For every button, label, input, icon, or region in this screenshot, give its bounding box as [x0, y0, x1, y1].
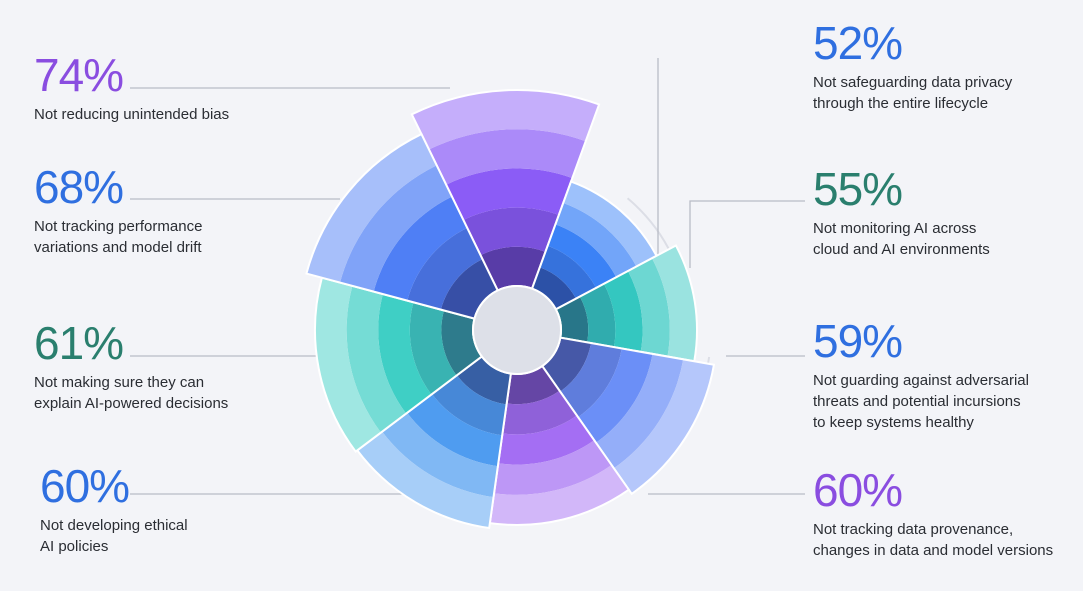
wedge-band	[306, 134, 437, 283]
wedge-band	[498, 415, 595, 465]
wedge-band	[446, 168, 573, 220]
wedge-band	[463, 207, 559, 256]
wedge-band	[411, 89, 600, 150]
wedge-bias	[410, 89, 601, 292]
wedge-band	[579, 283, 616, 348]
stat-ethics: 60% Not developing ethical AI policies	[40, 463, 188, 557]
wedge-band	[542, 337, 592, 392]
stat-percentage: 60%	[40, 460, 130, 512]
wedge-band	[502, 390, 577, 435]
stat-description: Not making sure they can explain AI-powe…	[34, 374, 229, 412]
wedge-privacy	[530, 180, 658, 311]
stat-percentage: 55%	[813, 163, 903, 215]
wedge-band	[480, 246, 546, 291]
stat-description: Not monitoring AI across cloud and AI en…	[813, 220, 990, 258]
stat-percentage: 74%	[34, 49, 124, 101]
stat-percentage: 60%	[813, 464, 903, 516]
wedge-band	[595, 353, 684, 469]
stat-description: Not reducing unintended bias	[34, 106, 230, 123]
wedge-band	[378, 294, 432, 414]
chart-center-hub	[472, 285, 562, 375]
wedge-band	[578, 348, 653, 443]
stat-provenance: 60% Not tracking data provenance, changes…	[813, 467, 1053, 561]
wedge-band	[560, 343, 622, 418]
wedge-band	[432, 375, 507, 436]
stat-description: Not tracking performance variations and …	[34, 218, 203, 256]
stat-explain: 61% Not making sure they can explain AI-p…	[34, 320, 228, 414]
stat-privacy: 52% Not safeguarding data privacy through…	[813, 20, 1012, 114]
wedge-band	[382, 412, 498, 498]
wedge-band	[627, 258, 670, 357]
wedge-provenance	[488, 364, 631, 526]
wedge-band	[340, 165, 452, 292]
wedge-band	[489, 465, 629, 525]
wedge-band	[428, 129, 586, 185]
wedge-band	[651, 245, 698, 362]
stat-monitoring: 55% Not monitoring AI across cloud and AI…	[813, 166, 990, 260]
stat-percentage: 59%	[813, 315, 903, 367]
stat-description: Not tracking data provenance, changes in…	[813, 521, 1054, 559]
wedge-band	[539, 245, 597, 299]
stat-description: Not guarding against adversarial threats…	[813, 372, 1029, 431]
wedge-band	[506, 366, 560, 405]
stat-percentage: 52%	[813, 17, 903, 69]
wedge-explain	[314, 276, 484, 453]
stat-percentage: 61%	[34, 317, 124, 369]
wedge-band	[440, 259, 498, 319]
wedge-band	[456, 356, 511, 405]
wedge-drift	[305, 132, 500, 320]
wedge-band	[346, 285, 407, 433]
connector-monitoring	[689, 200, 805, 268]
stat-adversarial: 59% Not guarding against adversarial thre…	[813, 318, 1029, 433]
wedge-band	[407, 394, 503, 467]
wedge-ethics	[355, 355, 513, 530]
stat-description: Not safeguarding data privacy through th…	[813, 74, 1013, 112]
connector-lines	[130, 58, 805, 495]
wedge-band	[441, 310, 482, 376]
wedge-band	[555, 202, 637, 278]
stat-percentage: 68%	[34, 161, 124, 213]
stat-bias: 74% Not reducing unintended bias	[34, 52, 229, 125]
wedge-band	[563, 181, 657, 267]
wedge-adversarial	[540, 336, 716, 496]
wedge-band	[409, 302, 457, 395]
wedge-monitoring	[554, 244, 698, 363]
wedge-band	[494, 440, 612, 495]
wedge-band	[547, 224, 617, 288]
chart-wedges	[305, 89, 716, 530]
wedge-band	[373, 196, 468, 301]
wedge-band	[613, 359, 714, 494]
wedge-band	[603, 271, 643, 352]
wedge-band	[357, 431, 494, 529]
wedge-band	[555, 296, 589, 343]
wedge-band	[407, 227, 483, 310]
wedge-band	[532, 267, 576, 310]
stat-drift: 68% Not tracking performance variations a…	[34, 164, 202, 258]
stat-description: Not developing ethical AI policies	[40, 517, 188, 555]
